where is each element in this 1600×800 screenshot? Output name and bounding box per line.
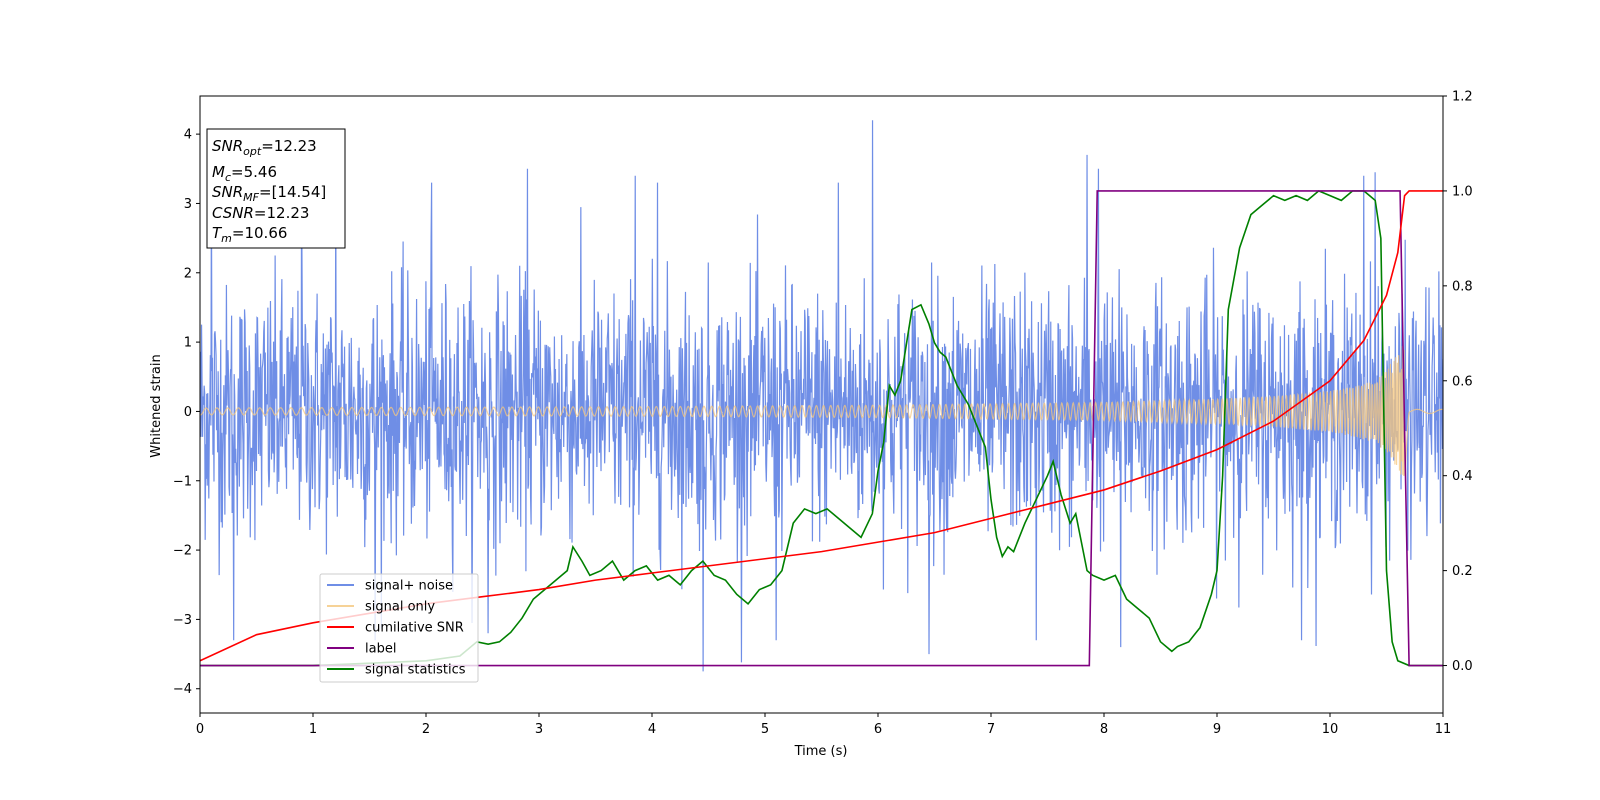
y2-tick-label: 0.4	[1452, 469, 1473, 484]
x-axis-label: Time (s)	[794, 744, 848, 759]
y-tick-label: 2	[184, 266, 192, 281]
series-label-line	[200, 190, 1443, 667]
y2-tick-label: 0.8	[1452, 279, 1473, 294]
legend: signal+ noise signal only cumilative SNR la…	[319, 573, 479, 683]
x-tick-label: 4	[648, 722, 656, 737]
y-tick-label: −2	[173, 544, 192, 559]
y2-tick-label: 1.0	[1452, 184, 1473, 199]
plot-frame	[199, 95, 1444, 714]
x-tick-label: 10	[1322, 722, 1339, 737]
legend-label: signal only	[365, 600, 435, 615]
legend-label: label	[365, 642, 396, 657]
info-line: CSNR=12.23	[212, 204, 309, 222]
y-axis-label: Whitened strain	[149, 354, 164, 457]
series-signal-statistics-line	[200, 189, 1443, 667]
y-tick-label: −3	[173, 613, 192, 628]
y-tick-label: 4	[184, 128, 192, 143]
y-tick-label: 0	[184, 405, 192, 420]
legend-label: signal statistics	[365, 663, 466, 678]
series-signal-noise-line	[200, 120, 1443, 672]
axes: 0 1 2 3 4 5 6 7 8 9 10 11 −4 −3 −2 −1 0 1 2 3 4 0.0 0.2 0.4 0.6 0…	[173, 90, 1473, 738]
x-tick-label: 7	[987, 722, 995, 737]
info-line: SNRopt=12.23	[212, 137, 317, 158]
x-tick-label: 0	[196, 722, 204, 737]
y-tick-label: −1	[173, 474, 192, 489]
info-line: Tm=10.66	[212, 224, 287, 245]
y2-tick-label: 0.0	[1452, 659, 1473, 674]
y-tick-label: −4	[173, 682, 192, 697]
y2-tick-label: 0.2	[1452, 564, 1473, 579]
x-tick-label: 2	[422, 722, 430, 737]
legend-label: cumilative SNR	[365, 621, 464, 636]
legend-frame	[319, 573, 479, 683]
x-tick-label: 9	[1213, 722, 1221, 737]
legend-label: signal+ noise	[365, 579, 453, 594]
info-line: Mc=5.46	[212, 163, 277, 184]
series-signal-only-line	[200, 345, 1443, 476]
x-tick-label: 8	[1100, 722, 1108, 737]
y-tick-label: 3	[184, 197, 192, 212]
x-tick-label: 1	[309, 722, 317, 737]
x-tick-label: 3	[535, 722, 543, 737]
x-tick-label: 6	[874, 722, 882, 737]
x-tick-label: 11	[1435, 722, 1452, 737]
info-line: SNRMF=[14.54]	[212, 183, 326, 204]
x-tick-label: 5	[761, 722, 769, 737]
y2-tick-label: 1.2	[1452, 90, 1473, 105]
info-box: SNRopt=12.23 Mc=5.46SNRMF=[14.54]CSNR=12.…	[206, 128, 346, 249]
y-tick-label: 1	[184, 336, 192, 351]
y2-tick-label: 0.6	[1452, 374, 1473, 389]
info-box-frame	[206, 128, 346, 249]
